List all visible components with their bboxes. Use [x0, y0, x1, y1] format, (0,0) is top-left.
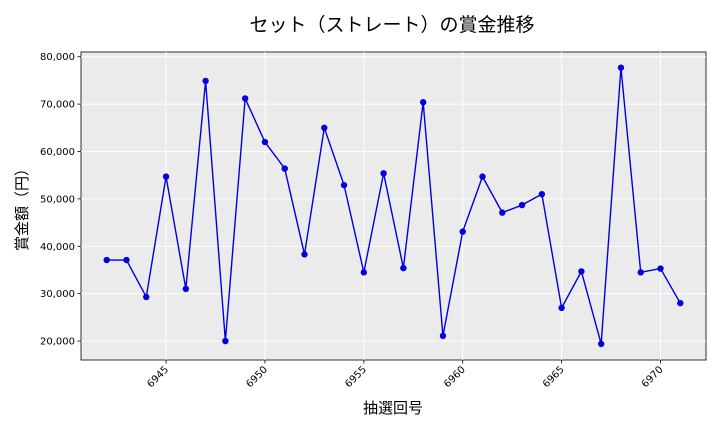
x-tick-label: 6950	[244, 364, 270, 390]
data-point	[241, 95, 249, 102]
data-point	[380, 170, 387, 177]
chart-title: セット（ストレート）の賞金推移	[249, 14, 534, 36]
data-point	[182, 285, 190, 293]
series-layer	[103, 64, 684, 348]
data-point	[360, 269, 368, 276]
grid-lines	[81, 52, 706, 360]
data-point	[400, 264, 407, 272]
y-tick-label: 80,000	[40, 52, 75, 63]
y-tick-label: 50,000	[40, 194, 75, 205]
data-point	[123, 256, 130, 264]
plot-area	[80, 51, 707, 361]
y-tick-label: 70,000	[40, 100, 75, 111]
data-point	[222, 337, 229, 345]
series-line	[106, 66, 681, 345]
data-point	[677, 299, 684, 307]
data-point	[637, 269, 644, 276]
data-point	[340, 181, 348, 189]
data-point	[617, 64, 625, 71]
x-tick-label: 6960	[442, 364, 468, 390]
data-point	[518, 201, 526, 209]
data-point	[143, 293, 150, 301]
data-point	[657, 265, 664, 272]
data-point	[202, 77, 209, 85]
y-axis-title: 賞金額（円）	[13, 161, 31, 251]
data-point	[162, 173, 170, 180]
y-tick-label: 60,000	[40, 147, 75, 158]
data-point	[479, 173, 486, 180]
data-point	[321, 124, 328, 132]
x-tick-label: 6970	[640, 364, 666, 390]
data-point	[439, 332, 447, 340]
x-tick-label: 6955	[343, 364, 369, 390]
data-point	[301, 251, 308, 258]
data-point	[103, 256, 110, 264]
y-tick-label: 40,000	[40, 242, 75, 253]
y-tick-label: 30,000	[40, 289, 75, 300]
data-point	[538, 190, 546, 198]
data-point	[499, 209, 506, 216]
x-tick-label: 6945	[145, 364, 171, 390]
data-point	[558, 304, 565, 312]
x-tick-label: 6965	[541, 364, 567, 390]
x-axis-title: 抽選回号	[363, 399, 423, 417]
data-point	[261, 138, 269, 146]
data-point	[459, 228, 466, 235]
y-tick-label: 20,000	[40, 337, 75, 348]
data-point	[419, 99, 427, 106]
data-point	[281, 165, 288, 172]
data-point	[597, 340, 605, 348]
data-point	[578, 268, 585, 275]
